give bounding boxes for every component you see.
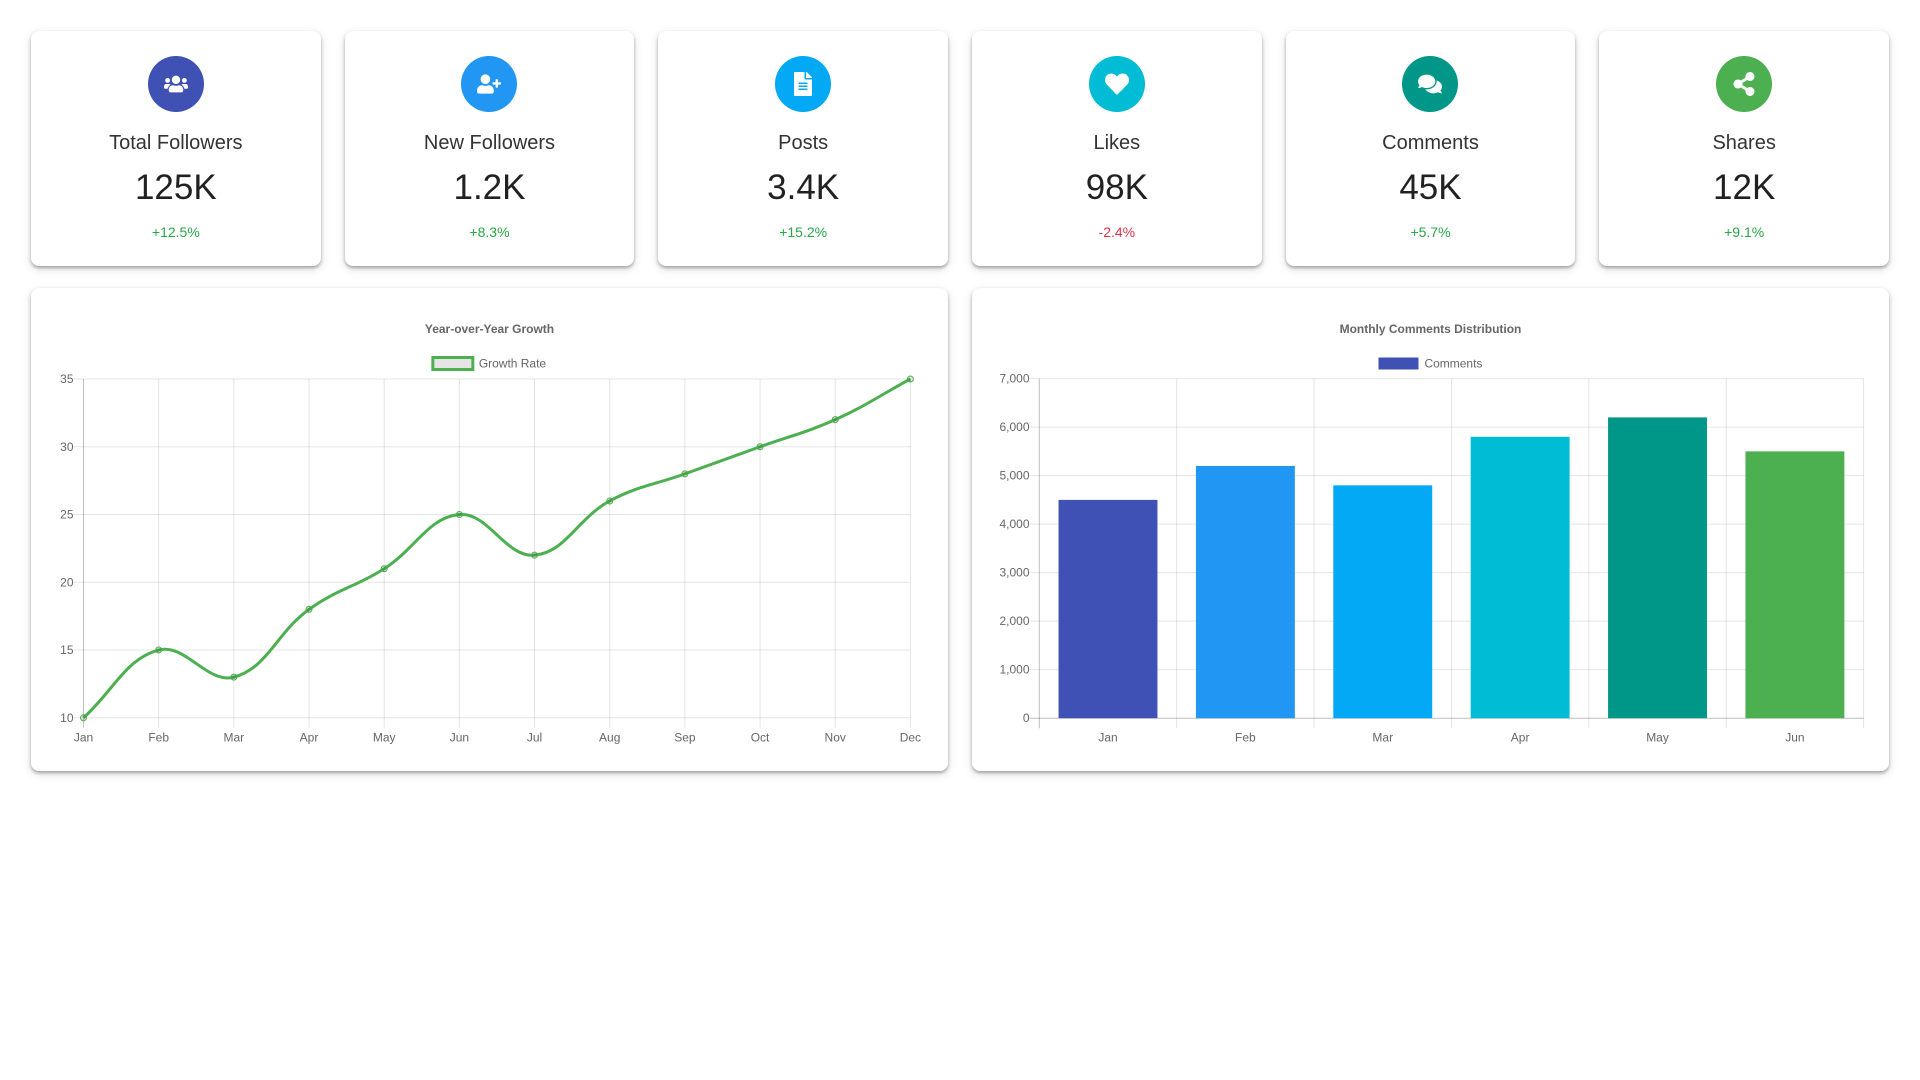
svg-text:Jan: Jan (74, 731, 93, 745)
svg-text:30: 30 (60, 440, 74, 454)
svg-text:Mar: Mar (1372, 731, 1393, 745)
svg-text:Dec: Dec (900, 731, 921, 745)
svg-text:10: 10 (60, 711, 74, 725)
svg-text:Sep: Sep (674, 731, 696, 745)
svg-text:3,000: 3,000 (1000, 566, 1030, 580)
svg-text:0: 0 (1023, 711, 1030, 725)
svg-text:15: 15 (60, 643, 74, 657)
svg-text:May: May (373, 731, 396, 745)
svg-text:6,000: 6,000 (1000, 420, 1030, 434)
svg-text:Apr: Apr (300, 731, 319, 745)
svg-text:Jun: Jun (1785, 731, 1804, 745)
svg-text:Feb: Feb (148, 731, 169, 745)
svg-text:5,000: 5,000 (1000, 469, 1030, 483)
svg-text:Year-over-Year Growth: Year-over-Year Growth (425, 322, 554, 336)
svg-text:Oct: Oct (751, 731, 770, 745)
svg-text:Aug: Aug (599, 731, 620, 745)
svg-text:Jan: Jan (1098, 731, 1117, 745)
svg-text:Growth Rate: Growth Rate (479, 357, 547, 371)
svg-text:Mar: Mar (224, 731, 245, 745)
svg-text:Jun: Jun (450, 731, 469, 745)
svg-text:2,000: 2,000 (1000, 614, 1030, 628)
svg-text:Feb: Feb (1235, 731, 1256, 745)
svg-text:1,000: 1,000 (1000, 663, 1030, 677)
svg-text:25: 25 (60, 508, 74, 522)
svg-text:7,000: 7,000 (1000, 372, 1030, 386)
svg-text:Jul: Jul (527, 731, 542, 745)
svg-text:Comments: Comments (1424, 357, 1482, 371)
svg-text:20: 20 (60, 576, 74, 590)
svg-text:Monthly Comments Distribution: Monthly Comments Distribution (1340, 322, 1522, 336)
svg-text:May: May (1646, 731, 1669, 745)
svg-text:4,000: 4,000 (1000, 517, 1030, 531)
svg-text:35: 35 (60, 372, 74, 386)
svg-text:Nov: Nov (825, 731, 846, 745)
svg-text:Apr: Apr (1511, 731, 1530, 745)
